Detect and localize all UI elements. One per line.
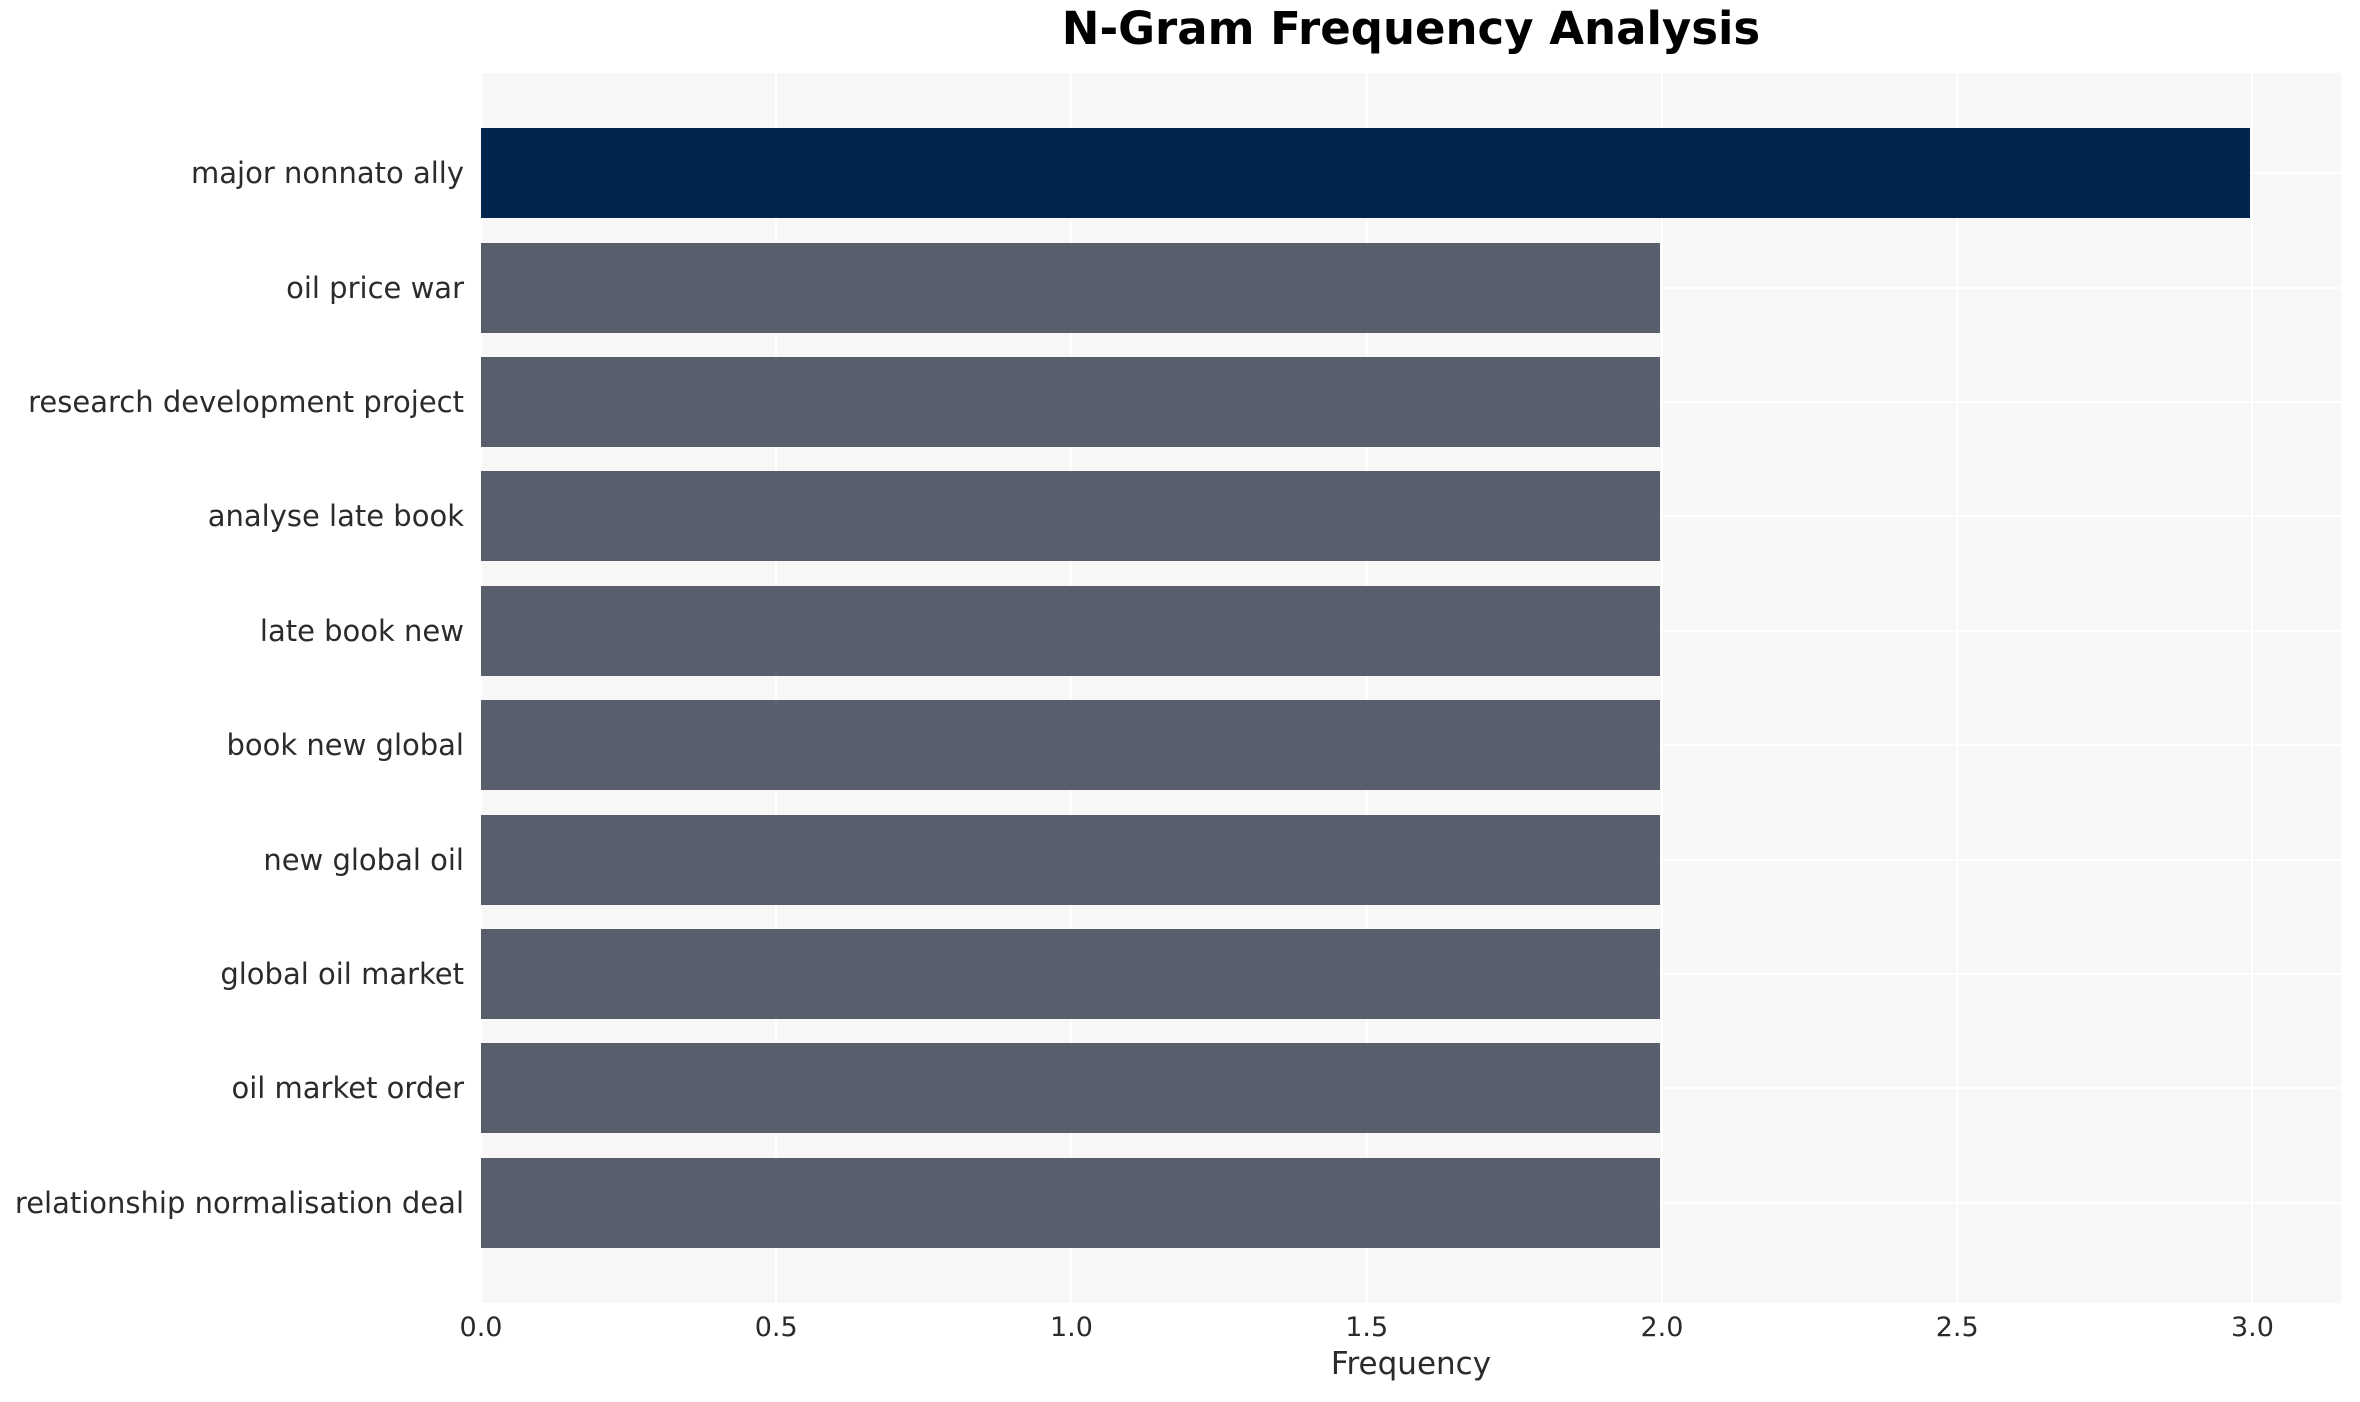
x-gridline xyxy=(2251,73,2254,1303)
x-tick-label: 3.0 xyxy=(2230,1312,2274,1343)
category-label: major nonnato ally xyxy=(191,156,464,191)
bar xyxy=(481,1043,1660,1134)
x-tick-label: 0.0 xyxy=(459,1312,503,1343)
category-label: oil price war xyxy=(286,270,464,305)
bar xyxy=(481,814,1660,905)
x-tick-label: 1.0 xyxy=(1049,1312,1093,1343)
x-gridline xyxy=(480,73,482,1303)
bar xyxy=(481,242,1660,333)
plot-area xyxy=(480,73,2341,1303)
bar xyxy=(481,1157,1660,1248)
bar xyxy=(481,357,1660,447)
category-label: global oil market xyxy=(220,957,464,991)
x-tick-label: 1.5 xyxy=(1345,1312,1389,1343)
x-tick-label: 0.5 xyxy=(754,1312,798,1343)
x-gridline xyxy=(775,73,778,1303)
x-tick-label: 2.0 xyxy=(1640,1312,1684,1343)
category-label: late book new xyxy=(259,613,464,648)
category-label: new global oil xyxy=(263,842,464,877)
bar xyxy=(481,929,1660,1019)
chart-title: N-Gram Frequency Analysis xyxy=(1061,2,1761,55)
category-label: analyse late book xyxy=(207,499,464,534)
x-gridline xyxy=(1070,73,1073,1303)
x-gridline xyxy=(1365,73,1368,1303)
bar xyxy=(481,700,1660,791)
category-label: oil market order xyxy=(231,1071,464,1106)
x-axis-label: Frequency xyxy=(1330,1346,1492,1382)
x-gridline xyxy=(1660,73,1663,1303)
bar xyxy=(481,471,1660,562)
x-tick-label: 2.5 xyxy=(1935,1312,1979,1343)
x-gridline xyxy=(1956,73,1959,1303)
category-label: relationship normalisation deal xyxy=(14,1185,464,1220)
category-label: book new global xyxy=(226,728,464,763)
bar xyxy=(481,585,1660,676)
category-label: research development project xyxy=(28,385,464,419)
bar xyxy=(481,128,2251,219)
